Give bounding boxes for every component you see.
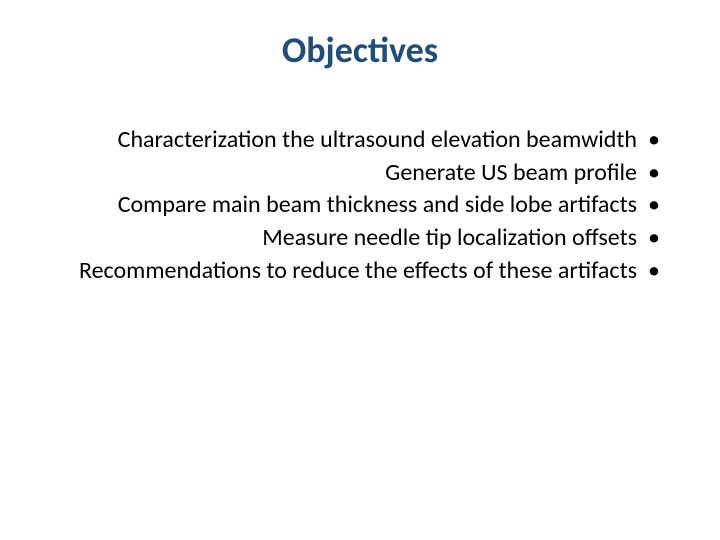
bullet-icon: • [637, 223, 665, 254]
list-item: Generate US beam profile • [65, 158, 665, 189]
objectives-list: Characterization the ultrasound elevatio… [65, 125, 665, 289]
list-item-text: Recommendations to reduce the effects of… [65, 256, 637, 287]
bullet-icon: • [637, 256, 665, 287]
list-item-text: Measure needle tip localization offsets [65, 223, 637, 254]
list-item: Recommendations to reduce the effects of… [65, 256, 665, 287]
list-item: Characterization the ultrasound elevatio… [65, 125, 665, 156]
bullet-icon: • [637, 125, 665, 156]
list-item-text: Generate US beam profile [65, 158, 637, 189]
bullet-icon: • [637, 190, 665, 221]
bullet-icon: • [637, 158, 665, 189]
slide-title: Objectives [0, 28, 720, 72]
list-item-text: Compare main beam thickness and side lob… [65, 190, 637, 221]
list-item-text: Characterization the ultrasound elevatio… [65, 125, 637, 156]
list-item: Compare main beam thickness and side lob… [65, 190, 665, 221]
list-item: Measure needle tip localization offsets … [65, 223, 665, 254]
